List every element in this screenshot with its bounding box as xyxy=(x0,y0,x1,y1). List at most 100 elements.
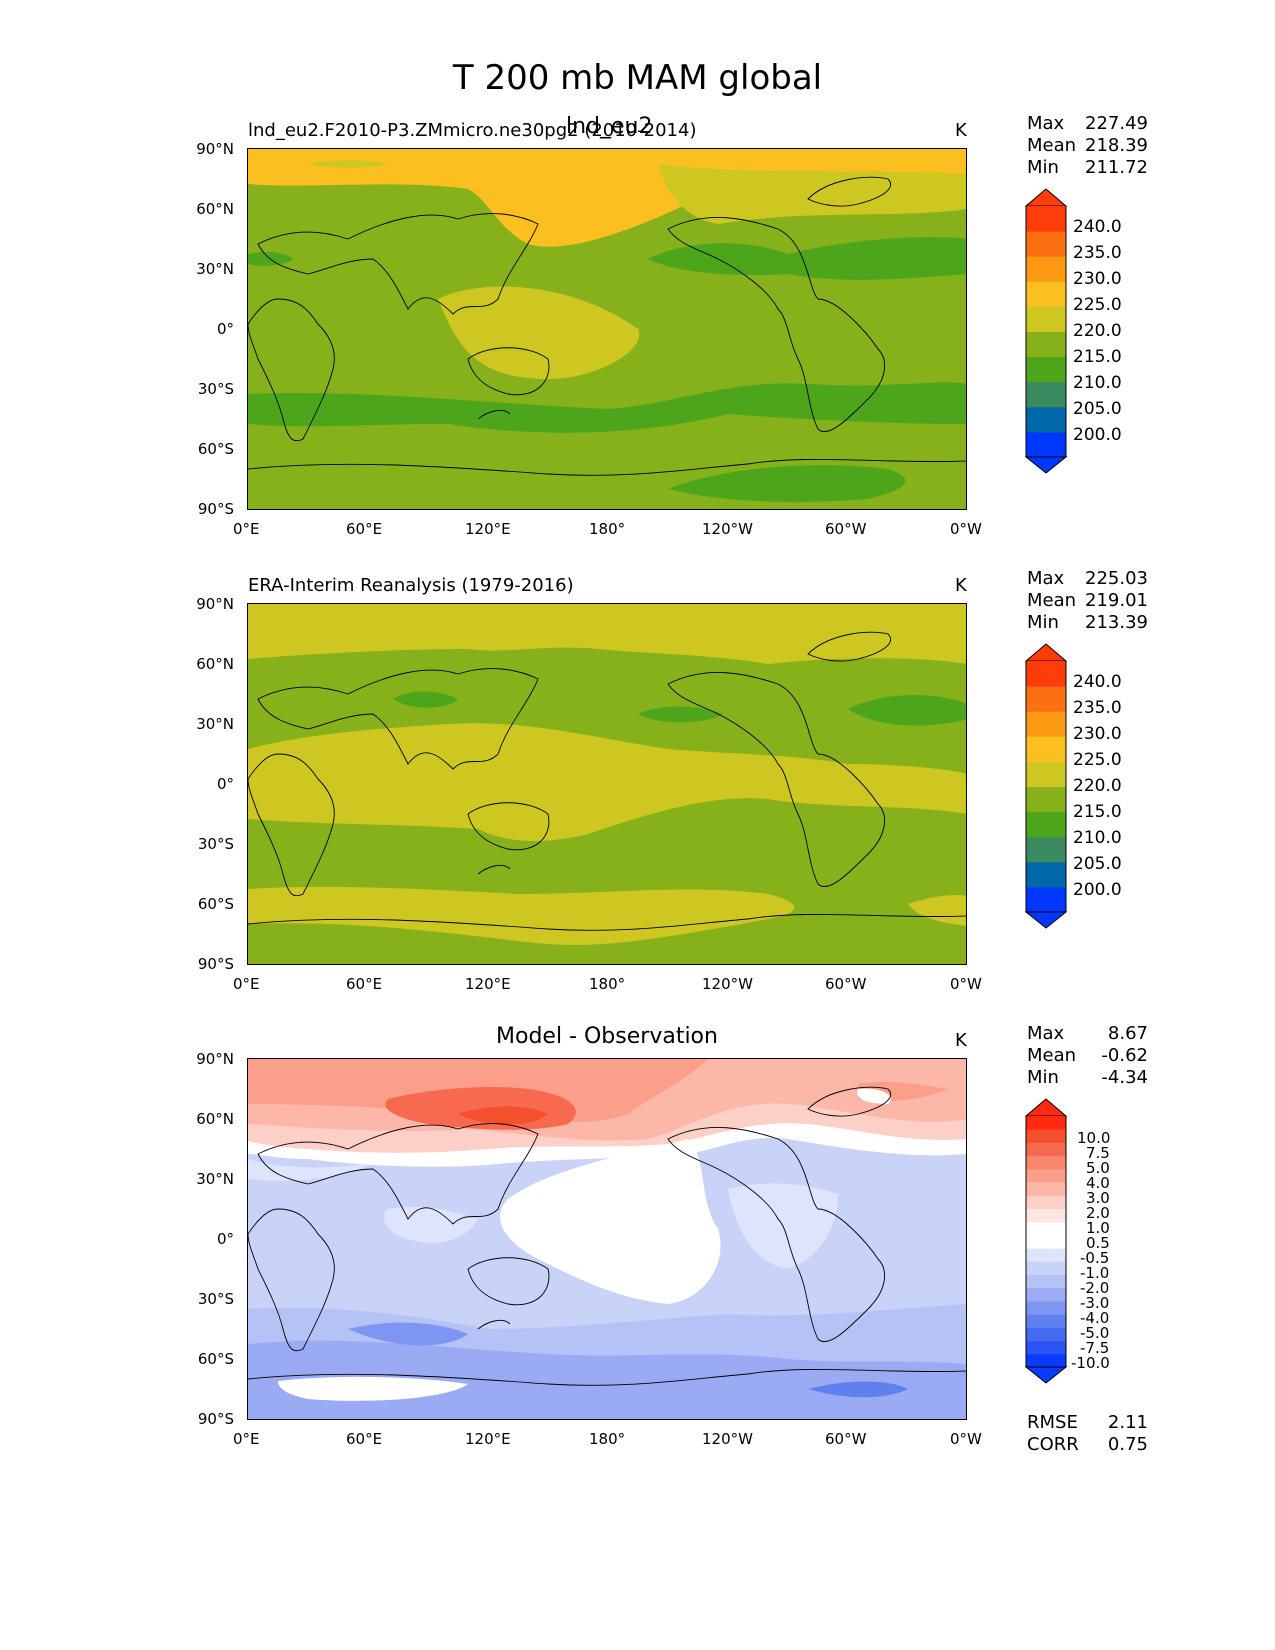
colorbar-label: 1.0 xyxy=(1086,1219,1110,1237)
lon-tick: 60°W xyxy=(825,520,867,538)
lon-tick: 120°W xyxy=(702,520,753,538)
lon-tick: 180° xyxy=(589,975,626,993)
colorbar-swatch xyxy=(1026,861,1066,888)
colorbar-swatch xyxy=(1026,761,1066,787)
lon-tick: 0°E xyxy=(233,520,260,538)
figure-title: T 200 mb MAM global xyxy=(452,58,823,98)
stat-label: Min xyxy=(1027,157,1059,178)
colorbar-swatch xyxy=(1026,1327,1066,1342)
map-difference xyxy=(247,1058,967,1420)
colorbar xyxy=(1025,1098,1068,1384)
stat-label: Max xyxy=(1027,113,1065,134)
colorbar-swatch xyxy=(1026,356,1066,383)
lat-tick: 90°S xyxy=(197,500,234,518)
colorbar-swatch xyxy=(1026,206,1066,232)
lon-tick: 60°W xyxy=(825,1430,867,1448)
colorbar-swatch xyxy=(1026,1353,1066,1368)
stat-value: 213.39 xyxy=(1085,612,1148,633)
colorbar-swatch xyxy=(1026,306,1066,332)
colorbar-label: -1.0 xyxy=(1080,1264,1110,1282)
colorbar-swatch xyxy=(1026,1300,1066,1315)
lat-tick: 60°S xyxy=(197,1350,234,1368)
lon-tick: 0°W xyxy=(950,520,982,538)
colorbar-swatch xyxy=(1026,1248,1066,1262)
stat-label: Mean xyxy=(1027,590,1077,611)
colorbar-extend-top xyxy=(1025,1098,1068,1117)
lon-tick: 0°W xyxy=(950,975,982,993)
metric-value: 2.11 xyxy=(1107,1412,1148,1433)
colorbar-swatch xyxy=(1026,406,1066,433)
contour-map xyxy=(248,149,966,509)
stat-label: Mean xyxy=(1027,1045,1077,1066)
colorbar-label: 205.0 xyxy=(1073,854,1122,874)
colorbar-swatch xyxy=(1026,736,1066,762)
colorbar-swatch xyxy=(1026,1129,1066,1143)
colorbar-swatch xyxy=(1026,1340,1066,1355)
colorbar-swatches xyxy=(1026,661,1066,913)
stat-value: -0.62 xyxy=(1101,1045,1148,1066)
lat-tick: 0° xyxy=(216,775,234,793)
colorbar-label: 7.5 xyxy=(1086,1144,1110,1162)
map-observation xyxy=(247,603,967,965)
colorbar xyxy=(1025,643,1068,929)
lat-tick: 60°N xyxy=(196,655,234,673)
colorbar-swatch xyxy=(1026,1116,1066,1130)
colorbar-swatch xyxy=(1026,1287,1066,1302)
colorbar-swatch xyxy=(1026,331,1066,358)
colorbar-label: 235.0 xyxy=(1073,698,1122,718)
stat-label: Max xyxy=(1027,568,1065,589)
colorbar-swatch xyxy=(1026,1314,1066,1328)
lat-tick: 60°N xyxy=(196,1110,234,1128)
contour-map xyxy=(248,604,966,964)
lat-tick: 30°N xyxy=(196,260,234,278)
lat-tick: 30°S xyxy=(197,1290,234,1308)
colorbar-label: 230.0 xyxy=(1073,269,1122,289)
colorbar-label: 210.0 xyxy=(1073,828,1122,848)
colorbar-label: 10.0 xyxy=(1077,1129,1111,1147)
panel-title: lnd_eu2.F2010-P3.ZMmicro.ne30pg2 (2010-2… xyxy=(248,120,697,141)
stat-label: Max xyxy=(1027,1023,1065,1044)
colorbar-swatch xyxy=(1026,1195,1066,1209)
lon-tick: 60°E xyxy=(346,975,383,993)
lat-tick: 0° xyxy=(216,320,234,338)
panel-overlay-title: lnd_eu2 xyxy=(566,114,653,139)
colorbar-label: 4.0 xyxy=(1086,1174,1110,1192)
lat-tick: 60°N xyxy=(196,200,234,218)
colorbar-swatch xyxy=(1026,886,1066,913)
coastlines xyxy=(248,176,966,476)
colorbar-label: -4.0 xyxy=(1080,1309,1110,1327)
panel-title: Model - Observation xyxy=(496,1024,718,1049)
colorbar-swatch xyxy=(1026,1168,1066,1183)
coastlines xyxy=(248,1086,966,1386)
stat-value: 211.72 xyxy=(1085,157,1148,178)
colorbar-extend-top xyxy=(1025,188,1068,207)
map-model xyxy=(247,148,967,510)
colorbar-label: -5.0 xyxy=(1080,1324,1110,1342)
colorbar-swatch xyxy=(1026,1274,1066,1289)
colorbar-extend-bottom xyxy=(1025,1366,1068,1384)
lon-tick: 180° xyxy=(589,1430,626,1448)
colorbar-label: 0.5 xyxy=(1086,1234,1110,1252)
colorbar-swatch xyxy=(1026,1234,1066,1249)
lat-tick: 90°S xyxy=(197,1410,234,1428)
lon-tick: 120°W xyxy=(702,975,753,993)
colorbar-label: 230.0 xyxy=(1073,724,1122,744)
colorbar-label: 225.0 xyxy=(1073,295,1122,315)
metric-label: RMSE xyxy=(1027,1412,1078,1433)
lon-tick: 180° xyxy=(589,520,626,538)
colorbar-swatch xyxy=(1026,231,1066,257)
colorbar-label: 200.0 xyxy=(1073,425,1122,445)
lon-tick: 0°E xyxy=(233,975,260,993)
colorbar-label: 225.0 xyxy=(1073,750,1122,770)
stat-value: 218.39 xyxy=(1085,135,1148,156)
colorbar-swatches xyxy=(1026,1116,1066,1368)
colorbar-label: 215.0 xyxy=(1073,347,1122,367)
lon-tick: 120°E xyxy=(465,975,511,993)
colorbar-swatch xyxy=(1026,711,1066,737)
metric-label: CORR xyxy=(1027,1434,1079,1455)
lon-tick: 120°E xyxy=(465,1430,511,1448)
stat-label: Min xyxy=(1027,612,1059,633)
colorbar-swatch xyxy=(1026,281,1066,307)
colorbar-swatch xyxy=(1026,661,1066,687)
colorbar-swatches xyxy=(1026,206,1066,458)
